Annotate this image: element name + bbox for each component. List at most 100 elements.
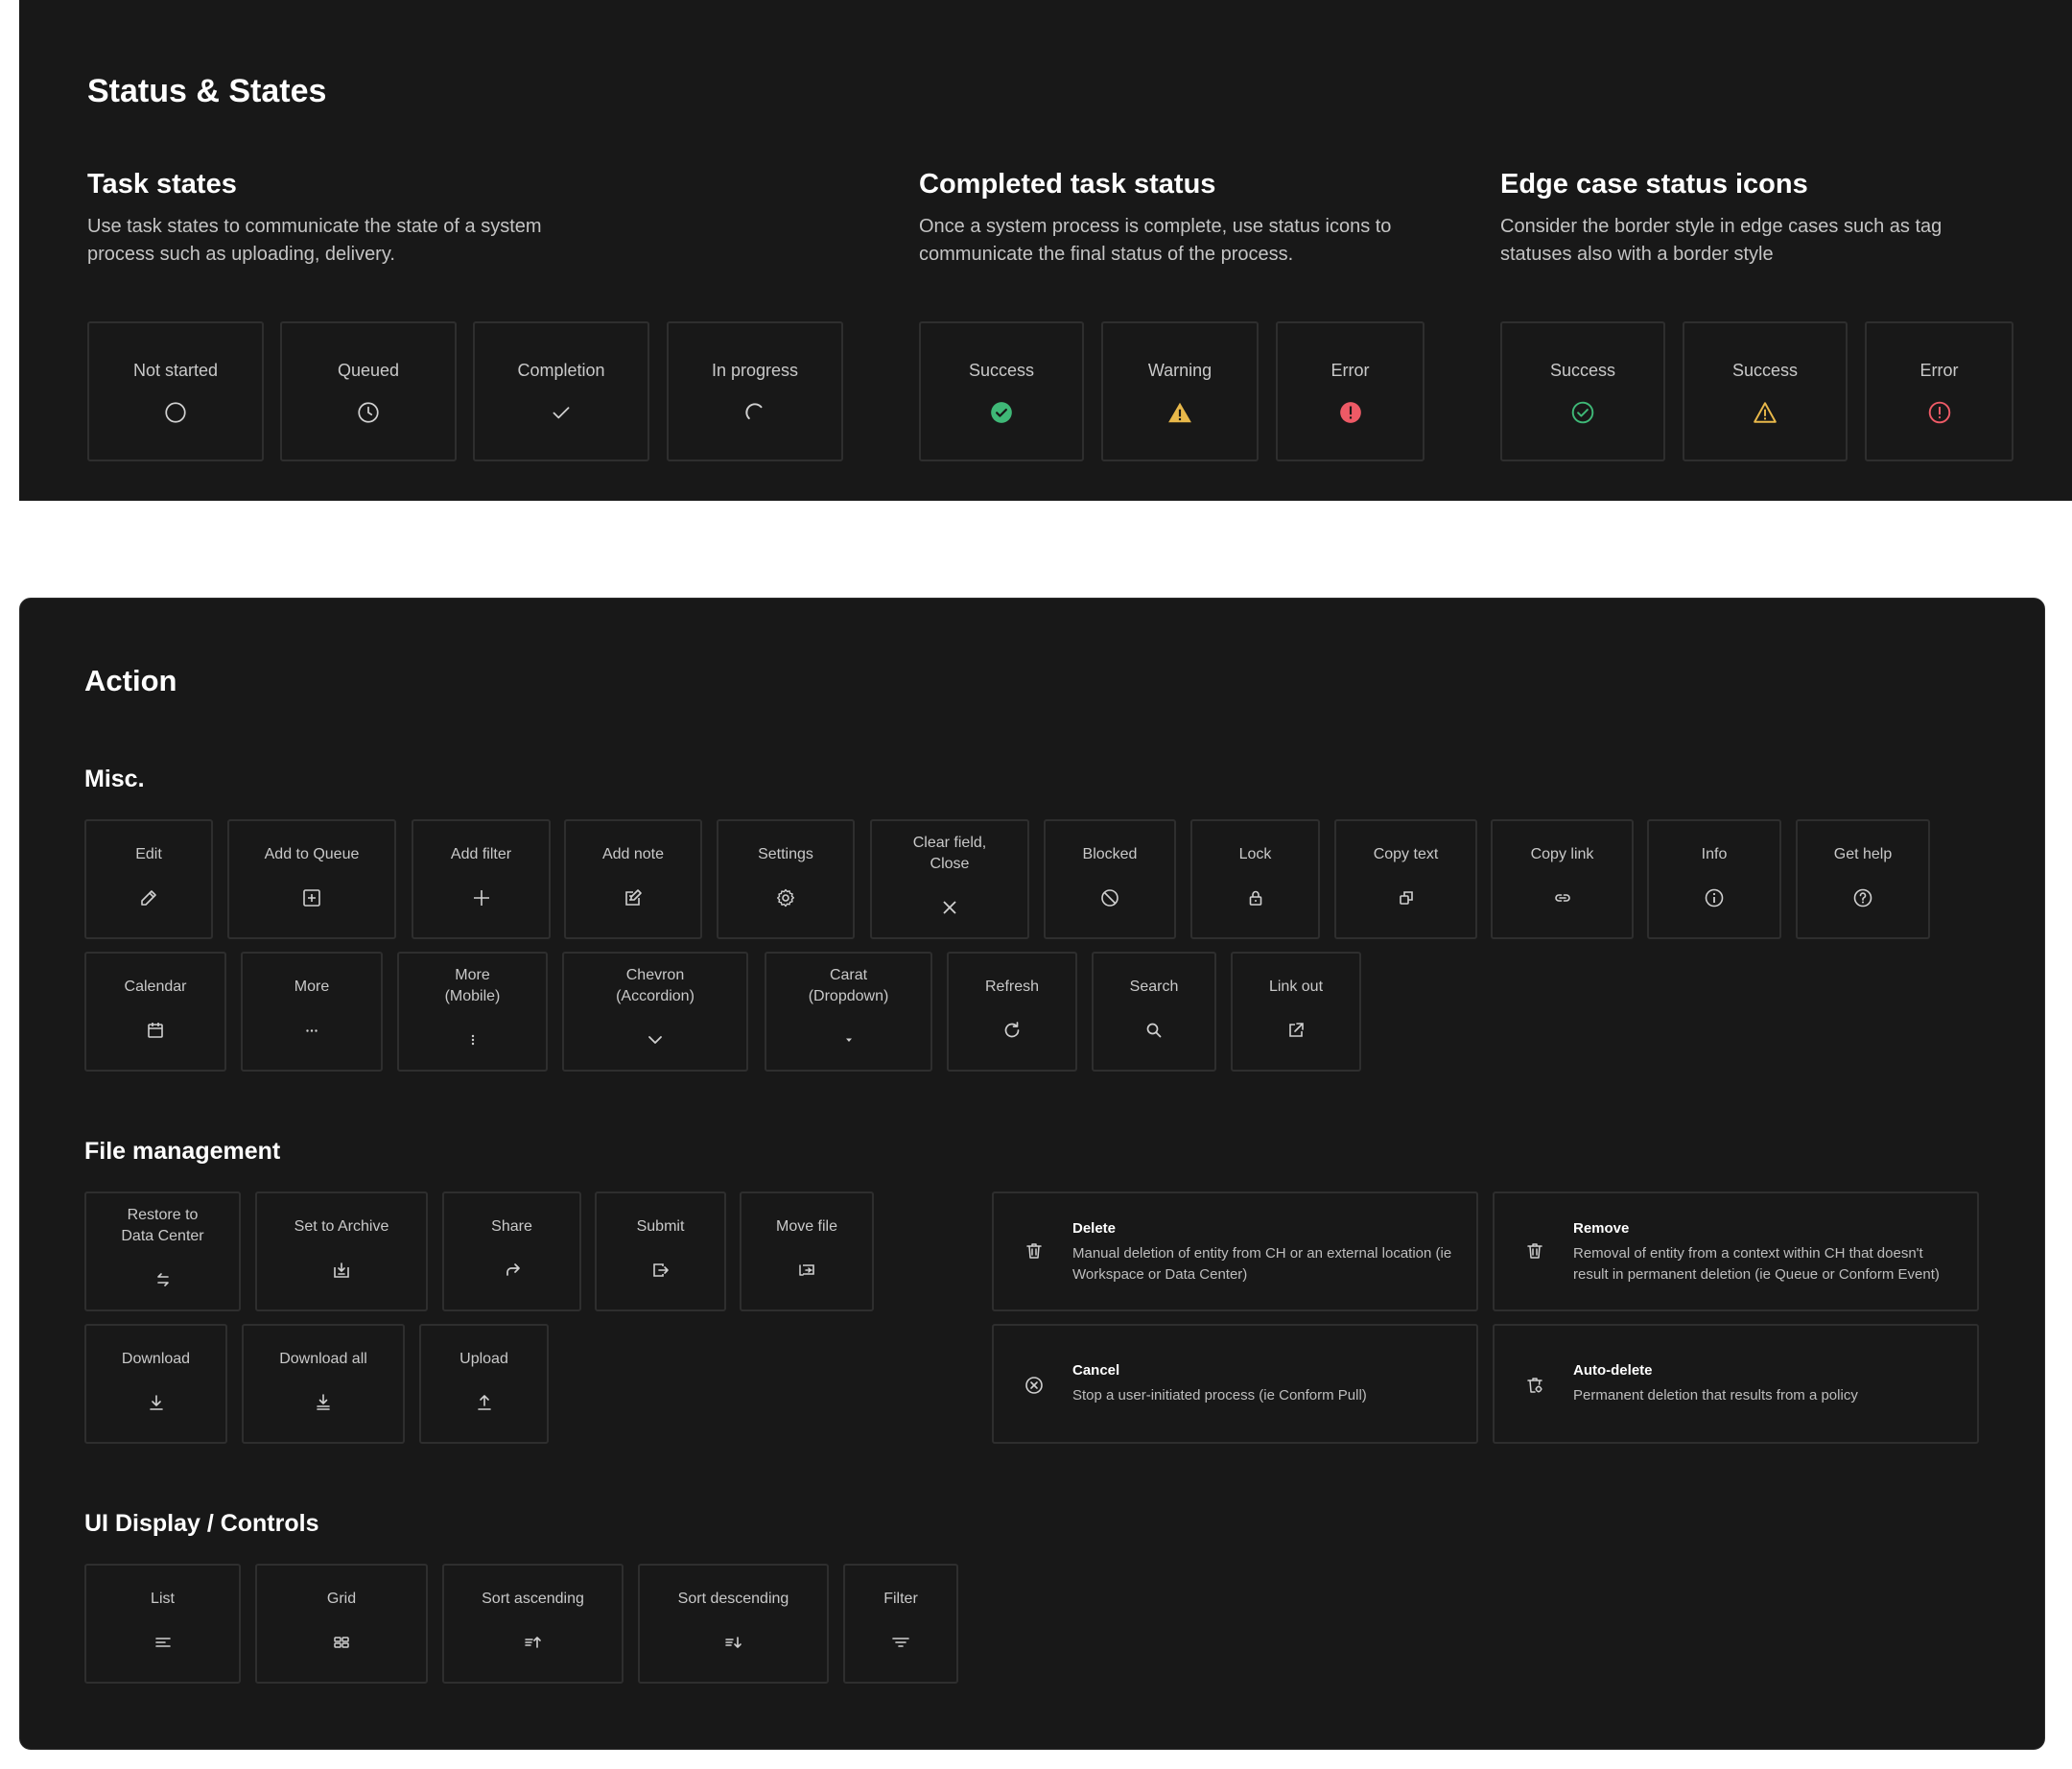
section-title-action: Action xyxy=(84,664,177,697)
tile-label: Success xyxy=(968,361,1035,380)
control-sort-ascending[interactable]: Sort ascending xyxy=(442,1564,624,1684)
action-chevron-accordion[interactable]: Chevron (Accordion) xyxy=(562,952,748,1072)
card-delete: Delete Manual deletion of entity from CH… xyxy=(992,1191,1478,1311)
action-copy-link[interactable]: Copy link xyxy=(1491,819,1634,939)
action-add-to-queue[interactable]: Add to Queue xyxy=(227,819,396,939)
card-auto-delete: Auto-delete Permanent deletion that resu… xyxy=(1493,1324,1979,1444)
action-refresh[interactable]: Refresh xyxy=(947,952,1077,1072)
tile-label: Queued xyxy=(337,361,400,380)
tile-label: Move file xyxy=(775,1218,838,1235)
tile-label: Success xyxy=(1731,361,1799,380)
action-lock[interactable]: Lock xyxy=(1190,819,1320,939)
card-title: Delete xyxy=(1072,1220,1117,1237)
warning-outline-icon xyxy=(1753,400,1778,425)
action-clear-close[interactable]: Clear field, Close xyxy=(870,819,1029,939)
action-more[interactable]: More xyxy=(241,952,383,1072)
action-link-out[interactable]: Link out xyxy=(1231,952,1361,1072)
tile-label: Restore to Data Center xyxy=(121,1207,204,1244)
edge-success: Success xyxy=(1500,321,1665,461)
action-share[interactable]: Share xyxy=(442,1191,581,1311)
calendar-icon xyxy=(144,1019,167,1042)
card-cancel: Cancel Stop a user-initiated process (ie… xyxy=(992,1324,1478,1444)
action-get-help[interactable]: Get help xyxy=(1796,819,1930,939)
tile-label: Settings xyxy=(758,846,813,862)
clock-icon xyxy=(356,400,381,425)
action-download[interactable]: Download xyxy=(84,1324,227,1444)
completed-error: Error xyxy=(1276,321,1424,461)
action-set-to-archive[interactable]: Set to Archive xyxy=(255,1191,428,1311)
action-info[interactable]: Info xyxy=(1647,819,1781,939)
action-calendar[interactable]: Calendar xyxy=(84,952,226,1072)
action-search[interactable]: Search xyxy=(1092,952,1216,1072)
sort-descending-icon xyxy=(722,1631,745,1654)
tile-label: Blocked xyxy=(1082,846,1138,862)
card-text: Stop a user-initiated process (ie Confor… xyxy=(1072,1387,1367,1403)
copy-icon xyxy=(1395,886,1418,909)
edge-error: Error xyxy=(1865,321,2013,461)
cancel-icon xyxy=(1023,1374,1046,1397)
pencil-icon xyxy=(137,886,160,909)
card-title: Auto-delete xyxy=(1573,1362,1653,1379)
tile-label: Copy text xyxy=(1373,846,1439,862)
action-blocked[interactable]: Blocked xyxy=(1044,819,1176,939)
trash-icon xyxy=(1523,1239,1546,1262)
lock-icon xyxy=(1244,886,1267,909)
action-submit[interactable]: Submit xyxy=(595,1191,726,1311)
tile-label: Error xyxy=(1330,361,1370,380)
action-copy-text[interactable]: Copy text xyxy=(1334,819,1477,939)
tile-label: Search xyxy=(1129,979,1179,995)
edge-case-description: Consider the border style in edge cases … xyxy=(1500,216,1942,265)
tile-label: Edit xyxy=(135,846,162,862)
error-outline-icon xyxy=(1927,400,1952,425)
tile-label: Download all xyxy=(279,1351,367,1367)
list-icon xyxy=(152,1631,175,1654)
tile-label: Lock xyxy=(1238,846,1272,862)
edge-case-heading: Edge case status icons xyxy=(1500,169,1808,200)
warning-filled-icon xyxy=(1167,400,1192,425)
task-state-in-progress: In progress xyxy=(667,321,843,461)
tile-label: Refresh xyxy=(984,979,1040,995)
control-list[interactable]: List xyxy=(84,1564,241,1684)
tile-label: List xyxy=(151,1591,175,1607)
card-title: Cancel xyxy=(1072,1362,1120,1379)
action-add-note[interactable]: Add note xyxy=(564,819,702,939)
control-sort-descending[interactable]: Sort descending xyxy=(638,1564,829,1684)
tile-label: Upload xyxy=(459,1351,508,1367)
info-icon xyxy=(1703,886,1726,909)
share-icon xyxy=(501,1259,524,1282)
action-restore[interactable]: Restore to Data Center xyxy=(84,1191,241,1311)
tile-label: Carat (Dropdown) xyxy=(808,967,889,1004)
submit-icon xyxy=(649,1259,672,1282)
action-upload[interactable]: Upload xyxy=(419,1324,549,1444)
tile-label: Add filter xyxy=(450,846,512,862)
completed-warning: Warning xyxy=(1101,321,1259,461)
action-panel: Action Misc. Edit Add to Queue Add filte… xyxy=(19,598,2045,1750)
task-state-queued: Queued xyxy=(280,321,457,461)
grid-icon xyxy=(330,1631,353,1654)
tile-label: Warning xyxy=(1147,361,1213,380)
download-icon xyxy=(145,1391,168,1414)
tile-label: Add to Queue xyxy=(264,846,360,862)
restore-icon xyxy=(152,1268,175,1291)
action-download-all[interactable]: Download all xyxy=(242,1324,405,1444)
action-edit[interactable]: Edit xyxy=(84,819,213,939)
note-icon xyxy=(622,886,645,909)
action-more-mobile[interactable]: More (Mobile) xyxy=(397,952,548,1072)
ui-display-heading: UI Display / Controls xyxy=(84,1510,319,1537)
action-add-filter[interactable]: Add filter xyxy=(412,819,551,939)
card-title: Remove xyxy=(1573,1220,1630,1237)
caret-down-icon xyxy=(837,1028,860,1051)
action-caret-dropdown[interactable]: Carat (Dropdown) xyxy=(765,952,932,1072)
file-management-heading: File management xyxy=(84,1138,281,1165)
tile-label: More (Mobile) xyxy=(444,967,501,1004)
control-filter[interactable]: Filter xyxy=(843,1564,958,1684)
link-icon xyxy=(1551,886,1574,909)
control-grid[interactable]: Grid xyxy=(255,1564,428,1684)
card-remove: Remove Removal of entity from a context … xyxy=(1493,1191,1979,1311)
task-states-heading: Task states xyxy=(87,169,237,200)
gear-icon xyxy=(774,886,797,909)
more-horizontal-icon xyxy=(300,1019,323,1042)
task-state-completion: Completion xyxy=(473,321,649,461)
action-settings[interactable]: Settings xyxy=(717,819,855,939)
action-move-file[interactable]: Move file xyxy=(740,1191,874,1311)
